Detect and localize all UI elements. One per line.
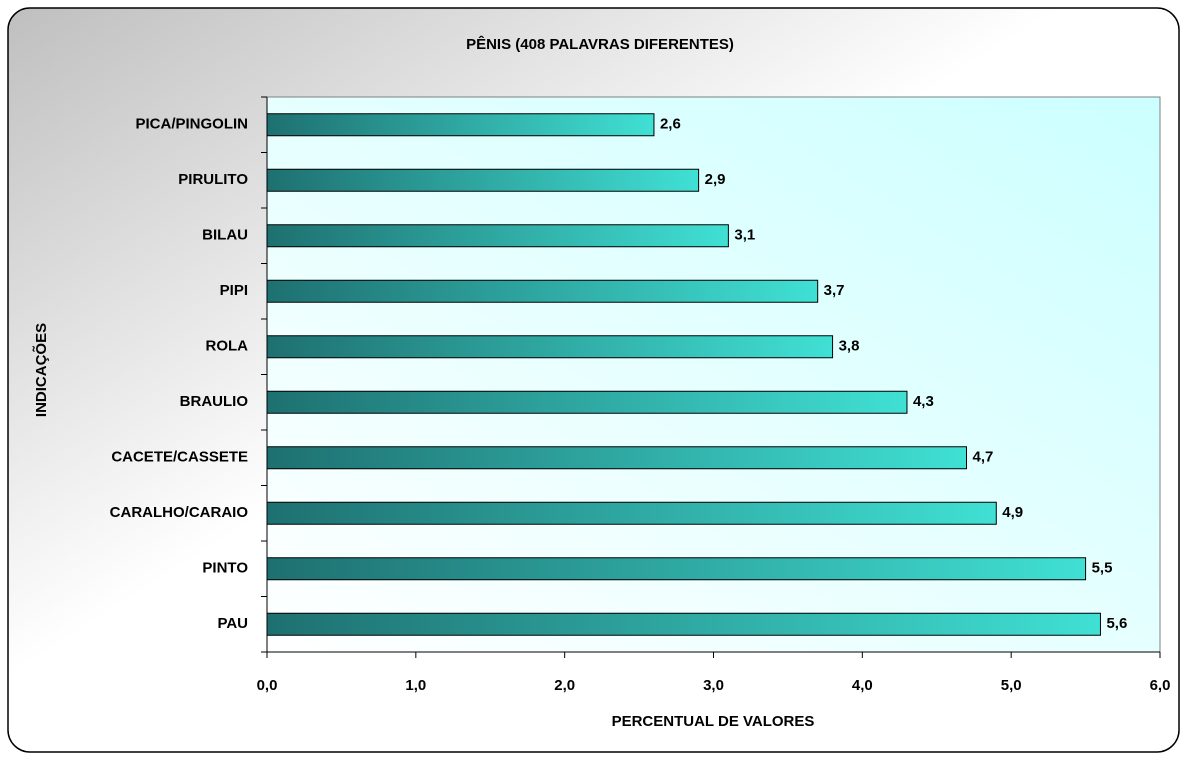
data-label: 2,6 (660, 116, 681, 133)
data-label: 2,9 (705, 171, 726, 188)
bar (266, 390, 908, 414)
marks: 0,0 1,0 2,0 3,0 4,0 5,0 6,0 PICA/PINGOLIN 2,6 PIR… (110, 96, 1171, 694)
chart-title: PÊNIS (408 PALAVRAS DIFERENTES) (466, 35, 734, 53)
bar (266, 335, 834, 359)
bar (266, 446, 968, 470)
x-tick-label: 3,0 (703, 677, 724, 694)
data-label: 5,6 (1106, 615, 1127, 632)
data-label: 4,3 (913, 393, 934, 410)
x-tick-label: 6,0 (1150, 677, 1171, 694)
y-tick-label: PINTO (202, 560, 248, 577)
x-tick-label: 4,0 (852, 677, 873, 694)
y-tick-label: PAU (217, 615, 248, 632)
bar (266, 168, 700, 192)
y-tick-label: PIPI (220, 282, 248, 299)
x-tick-label: 5,0 (1001, 677, 1022, 694)
y-tick-label: CACETE/CASSETE (111, 449, 248, 466)
bar (266, 557, 1087, 581)
bar (266, 113, 655, 137)
y-axis-label: INDICAÇÕES (32, 323, 50, 417)
data-label: 5,5 (1092, 560, 1113, 577)
x-tick-label: 0,0 (257, 677, 278, 694)
bar (266, 501, 997, 525)
y-tick-label: BILAU (202, 227, 248, 244)
y-tick-label: ROLA (206, 338, 249, 355)
x-axis-label: PERCENTUAL DE VALORES (612, 713, 815, 730)
y-tick-label: PICA/PINGOLIN (135, 116, 248, 133)
y-tick-label: PIRULITO (178, 171, 248, 188)
bar (266, 612, 1101, 636)
x-tick-label: 1,0 (405, 677, 426, 694)
data-label: 3,1 (734, 227, 755, 244)
data-label: 3,7 (824, 282, 845, 299)
x-tick-label: 2,0 (554, 677, 575, 694)
data-label: 4,9 (1002, 504, 1023, 521)
bar (266, 279, 819, 303)
data-label: 4,7 (973, 449, 994, 466)
bar (266, 224, 729, 248)
y-tick-label: BRAULIO (180, 393, 249, 410)
data-label: 3,8 (839, 338, 860, 355)
y-tick-label: CARALHO/CARAIO (110, 504, 249, 521)
